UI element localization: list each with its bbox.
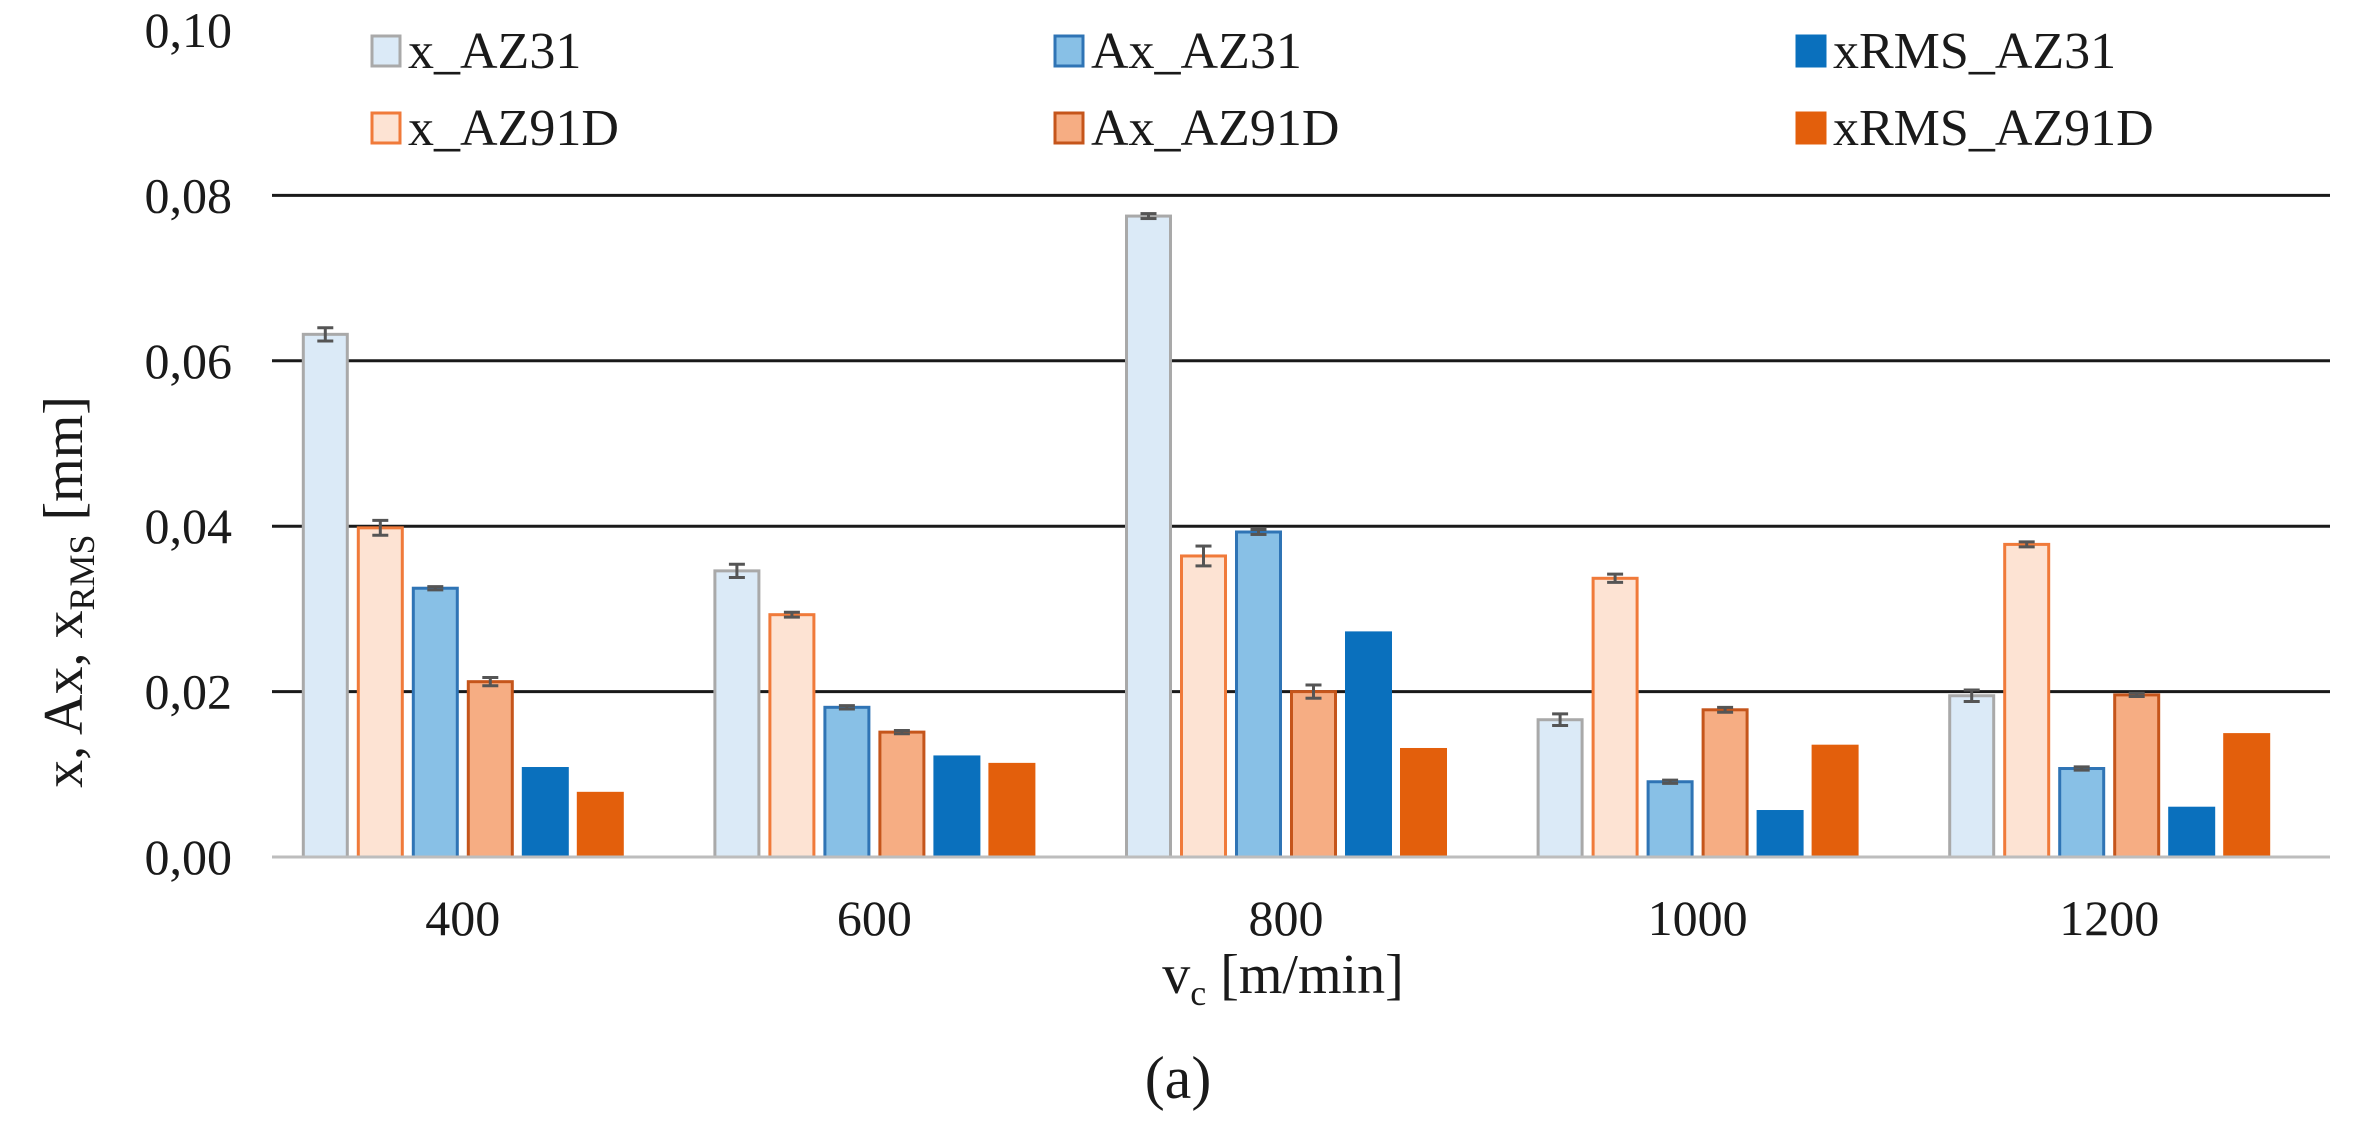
legend-swatch [1053,34,1085,68]
legend-swatch [1795,111,1827,145]
bar-Ax_AZ91D-600 [878,730,926,859]
y-tick-label: 0,04 [145,498,233,554]
bar-Ax_AZ91D-1200 [2113,693,2161,859]
bar-Ax_AZ31-600 [823,705,871,859]
legend-label: x_AZ91D [408,100,619,157]
bar-x_AZ31-1000 [1536,718,1584,859]
y-tick-label: 0,00 [145,829,233,885]
x-tick-label: 600 [837,890,912,946]
x-tick-label: 1000 [1648,890,1748,946]
bar-x_AZ31-800 [1125,214,1172,859]
legend-label: Ax_AZ91D [1091,100,1339,157]
y-axis-title: x, Ax, xRMS [mm] [33,396,102,788]
bar-xRMS_AZ91D-1000 [1811,744,1859,859]
y-tick-label: 0,10 [145,2,233,58]
bar-Ax_AZ91D-400 [466,680,514,859]
x-tick-label: 800 [1249,890,1324,946]
bar-xRMS_AZ31-1000 [1756,810,1804,859]
bar-xRMS_AZ31-1200 [2168,806,2216,859]
bar-xRMS_AZ91D-600 [988,762,1036,859]
bar-xRMS_AZ31-400 [521,767,569,859]
bar-Ax_AZ91D-800 [1290,690,1337,859]
bar-Ax_AZ31-1200 [2058,767,2106,859]
bar-x_AZ31-1200 [1948,694,1996,859]
legend-swatch [370,111,402,145]
x-axis-title: vc [m/min] [1162,944,1404,1013]
bar-x_AZ91D-1200 [2003,542,2051,859]
legend-swatch [370,34,402,68]
bar-x_AZ91D-1000 [1591,576,1639,859]
bar-x_AZ31-600 [713,569,761,859]
bar-Ax_AZ31-400 [411,586,459,859]
bar-Ax_AZ91D-1000 [1701,708,1749,859]
legend-swatch [1795,34,1827,68]
bar-xRMS_AZ91D-1200 [2223,733,2271,859]
bar-Ax_AZ31-1000 [1646,780,1694,859]
x-tick-label: 1200 [2059,890,2159,946]
bar-x_AZ31-400 [301,332,349,859]
x-tick-label: 400 [425,890,500,946]
legend-label: xRMS_AZ31 [1833,23,2116,80]
bar-xRMS_AZ91D-800 [1400,747,1447,859]
bar-xRMS_AZ31-800 [1345,631,1392,859]
legend-label: x_AZ31 [408,23,581,80]
bar-xRMS_AZ91D-400 [576,791,624,859]
y-tick-label: 0,06 [145,333,233,389]
bar-x_AZ91D-600 [768,613,816,859]
bar-xRMS_AZ31-600 [933,755,981,859]
bar-x_AZ91D-800 [1180,554,1227,859]
figure-caption: (a) [1145,1045,1212,1111]
bar-x_AZ91D-400 [356,526,404,859]
legend-swatch [1053,111,1085,145]
y-tick-label: 0,08 [145,167,233,223]
legend-label: Ax_AZ31 [1091,23,1302,80]
y-tick-label: 0,02 [145,664,233,720]
legend-label: xRMS_AZ91D [1833,100,2154,157]
bar-Ax_AZ31-800 [1235,530,1282,859]
